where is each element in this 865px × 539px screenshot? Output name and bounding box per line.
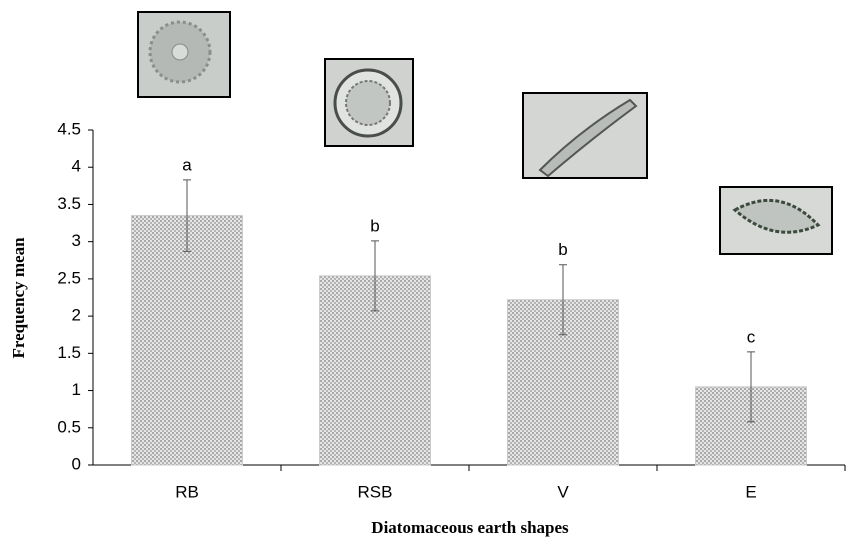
error-bar [183,179,191,252]
micrograph-rb [137,11,231,98]
significance-letter: c [747,327,756,346]
y-axis-label: Frequency mean [9,237,28,359]
y-tick-label: 2.5 [57,268,81,287]
y-tick-label: 3 [72,231,81,250]
y-tick-label: 1 [72,380,81,399]
y-tick-label: 2 [72,306,81,325]
y-tick-label: 4 [72,157,81,176]
x-tick-label: RB [175,482,199,501]
bar [131,215,243,466]
significance-letter: b [370,216,379,235]
y-tick-label: 3.5 [57,194,81,213]
significance-letter: a [182,155,192,174]
error-bar [371,240,379,312]
error-bar [747,351,755,423]
micrograph-v [522,92,648,179]
error-bar [559,264,567,336]
x-tick-label: V [557,482,569,501]
y-tick-label: 0.5 [57,417,81,436]
x-axis-label: Diatomaceous earth shapes [371,518,569,537]
x-tick-label: RSB [358,482,393,501]
micrograph-rsb [324,58,414,147]
y-tick-label: 0 [72,454,81,473]
micrograph-e [719,186,833,255]
significance-letter: b [558,240,567,259]
y-tick-label: 4.5 [57,119,81,138]
x-tick-label: E [745,482,756,501]
y-tick-label: 1.5 [57,343,81,362]
